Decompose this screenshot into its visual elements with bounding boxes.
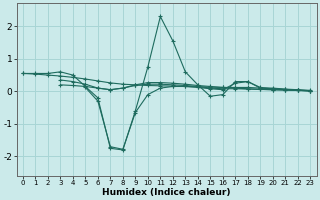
X-axis label: Humidex (Indice chaleur): Humidex (Indice chaleur) — [102, 188, 231, 197]
